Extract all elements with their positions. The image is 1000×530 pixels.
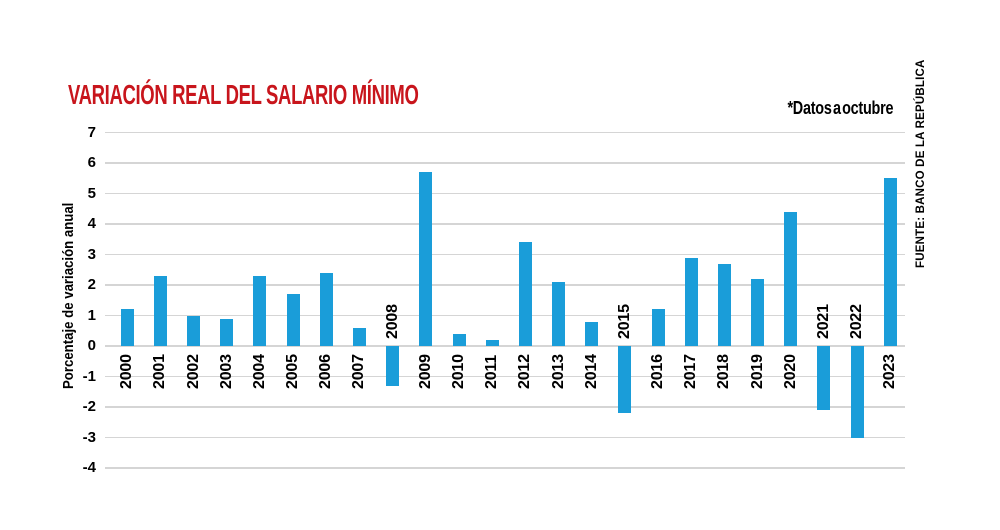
bar-2021 — [817, 346, 831, 411]
bar-2005 — [286, 294, 300, 346]
gridline-5 — [105, 192, 905, 195]
y-tick-label: 1 — [87, 306, 96, 324]
gridline-7 — [105, 131, 905, 134]
gridline--4 — [105, 467, 905, 469]
y-tick-label: 3 — [87, 245, 96, 263]
y-tick-label: -4 — [82, 459, 96, 476]
chart-title: VARIACIÓN REAL DEL SALARIO MÍNIMO — [68, 79, 419, 110]
bar-2019 — [751, 278, 765, 346]
x-tick-label-2023: 2023 — [881, 354, 899, 389]
gridline--3 — [105, 436, 905, 439]
gridline-3 — [105, 253, 905, 256]
x-tick-label-2011: 2011 — [483, 355, 501, 389]
bar-2003 — [220, 318, 234, 346]
x-tick-label-2004: 2004 — [250, 354, 268, 389]
bar-2017 — [684, 257, 698, 346]
bar-2000 — [120, 309, 134, 346]
x-tick-label-2002: 2002 — [184, 354, 202, 389]
gridline-2 — [105, 284, 905, 286]
y-tick-label: 4 — [87, 215, 96, 232]
bar-2020 — [784, 211, 798, 346]
x-tick-label-2000: 2000 — [118, 354, 136, 389]
x-tick-label-2009: 2009 — [416, 354, 434, 389]
bar-2008 — [386, 346, 400, 386]
y-tick-label: -1 — [82, 367, 96, 385]
x-tick-label-2010: 2010 — [450, 354, 467, 389]
x-tick-label-2008: 2008 — [383, 304, 401, 339]
bar-2002 — [187, 315, 201, 346]
gridline-1 — [105, 314, 905, 317]
x-tick-label-2018: 2018 — [715, 354, 733, 389]
x-tick-label-2021: 2021 — [814, 304, 832, 339]
gridline--2 — [105, 406, 905, 408]
bar-2018 — [717, 263, 731, 346]
y-tick-label: 2 — [87, 276, 96, 293]
x-tick-label-2003: 2003 — [217, 354, 235, 389]
bar-2001 — [153, 275, 167, 346]
x-tick-label-2014: 2014 — [582, 354, 600, 389]
x-tick-label-2020: 2020 — [781, 354, 799, 389]
bar-2007 — [352, 327, 366, 346]
y-tick-label: 6 — [87, 154, 96, 171]
y-tick-label: 5 — [87, 184, 96, 202]
bar-2013 — [552, 281, 565, 346]
x-tick-label-2016: 2016 — [649, 354, 667, 389]
footnote-datos-a-octubre: *Datos a octubre — [787, 98, 893, 118]
bar-2004 — [253, 275, 267, 346]
bar-2011 — [485, 339, 499, 346]
gridline-6 — [105, 162, 905, 164]
y-tick-label: -3 — [82, 428, 96, 446]
y-tick-label: 0 — [87, 337, 96, 354]
gridline-4 — [105, 223, 905, 225]
x-tick-label-2015: 2015 — [615, 304, 633, 339]
gridline--1 — [105, 375, 905, 378]
x-tick-label-2012: 2012 — [516, 354, 534, 389]
y-tick-label: 7 — [87, 123, 96, 141]
bar-2012 — [518, 242, 532, 346]
bar-2010 — [452, 333, 466, 346]
x-tick-label-2006: 2006 — [317, 354, 335, 389]
x-tick-label-2022: 2022 — [848, 304, 866, 339]
x-tick-label-2017: 2017 — [682, 354, 700, 389]
gridline-0 — [105, 345, 905, 347]
bar-2014 — [585, 321, 599, 346]
bar-2015 — [618, 346, 632, 414]
y-tick-label: -2 — [82, 398, 96, 415]
bar-2022 — [850, 346, 864, 438]
x-tick-label-2005: 2005 — [284, 354, 302, 389]
bar-2006 — [319, 272, 333, 346]
x-tick-label-2013: 2013 — [549, 354, 567, 389]
x-tick-label-2019: 2019 — [748, 354, 766, 389]
bar-2016 — [651, 309, 665, 346]
x-tick-label-2001: 2001 — [151, 354, 169, 389]
x-tick-label-2007: 2007 — [350, 354, 368, 389]
bar-2023 — [883, 178, 897, 346]
bar-2009 — [419, 172, 433, 346]
